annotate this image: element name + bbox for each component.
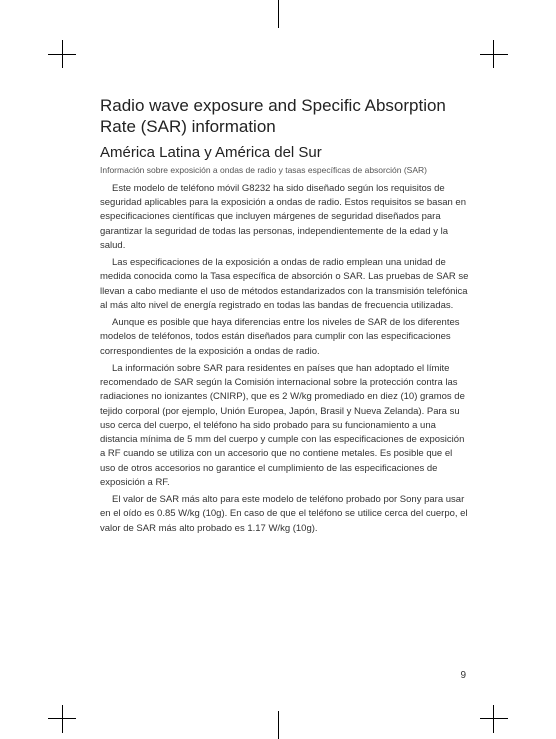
paragraph: Las especificaciones de la exposición a …: [100, 256, 470, 313]
crop-mark: [480, 718, 508, 719]
crop-mark: [493, 40, 494, 68]
crop-mark: [493, 705, 494, 733]
paragraph: Este modelo de teléfono móvil G8232 ha s…: [100, 182, 470, 253]
paragraph: La información sobre SAR para residentes…: [100, 362, 470, 490]
crop-mark: [278, 711, 279, 739]
page-content: Radio wave exposure and Specific Absorpt…: [100, 95, 470, 539]
crop-mark: [278, 0, 279, 28]
page-title: Radio wave exposure and Specific Absorpt…: [100, 95, 470, 138]
info-line: Información sobre exposición a ondas de …: [100, 165, 470, 176]
crop-mark: [62, 705, 63, 733]
crop-mark: [62, 40, 63, 68]
paragraph: Aunque es posible que haya diferencias e…: [100, 316, 470, 359]
paragraph: El valor de SAR más alto para este model…: [100, 493, 470, 536]
crop-mark: [480, 54, 508, 55]
page-number: 9: [460, 670, 466, 681]
page-subtitle: América Latina y América del Sur: [100, 144, 470, 162]
